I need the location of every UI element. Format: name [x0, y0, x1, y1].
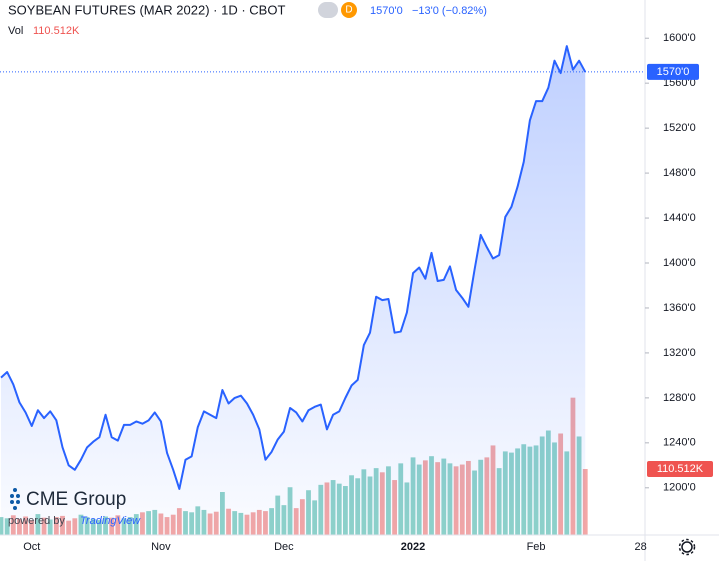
y-tick-label: 1520'0	[663, 122, 696, 134]
x-tick-label: Feb	[527, 541, 546, 553]
volume-badge-label: 110.512K	[657, 463, 704, 475]
last-price-badge	[647, 63, 699, 80]
logo-text: CME Group	[26, 489, 126, 510]
y-tick-label: 1480'0	[663, 167, 696, 179]
last-price-badge-label: 1570'0	[657, 66, 690, 78]
y-tick-label: 1360'0	[663, 302, 696, 314]
y-tick-label: 1280'0	[663, 392, 696, 404]
plot-area	[0, 45, 645, 535]
x-tick-label: Oct	[23, 541, 40, 553]
y-tick-label: 1320'0	[663, 347, 696, 359]
price-change: −13'0 (−0.82%)	[412, 5, 487, 17]
y-tick-label: 1560'0	[663, 77, 696, 89]
interval-badge-text: D	[345, 5, 352, 16]
x-tick-label: Dec	[274, 541, 294, 553]
interval-badge	[341, 2, 357, 18]
badge-bg	[318, 2, 338, 18]
y-tick-label: 1440'0	[663, 212, 696, 224]
y-tick-label: 1400'0	[663, 257, 696, 269]
x-tick-label: 2022	[401, 541, 425, 553]
price-area	[1, 46, 586, 535]
provider[interactable]: TradingView	[80, 515, 141, 527]
y-tick-label: 1240'0	[663, 437, 696, 449]
volume-value: 110.512K	[33, 25, 80, 37]
y-tick-label: 1200'0	[663, 482, 696, 494]
volume-name: Vol	[8, 25, 23, 37]
x-tick-label: Nov	[151, 541, 171, 553]
powered-by: powered by	[8, 515, 65, 527]
x-tick-label: 28	[634, 541, 646, 553]
settings-icon[interactable]	[678, 538, 696, 556]
cme-logo	[10, 488, 20, 510]
price-line	[0, 45, 587, 490]
volume-badge	[647, 461, 713, 478]
chart-title: SOYBEAN FUTURES (MAR 2022) · 1D · CBOT	[8, 2, 285, 17]
last-price: 1570'0	[370, 5, 403, 17]
y-tick-label: 1600'0	[663, 32, 696, 44]
